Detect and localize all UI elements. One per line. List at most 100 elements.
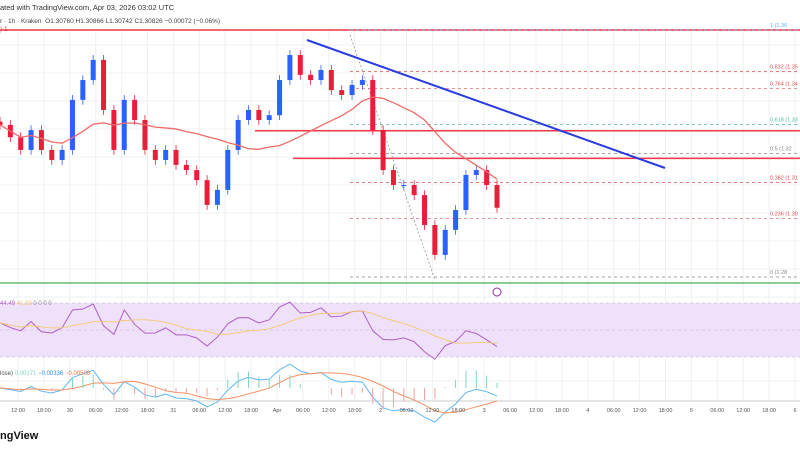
candle-body — [38, 130, 44, 150]
candle-body — [183, 164, 189, 171]
candle-body — [132, 99, 138, 121]
candle-body — [463, 174, 469, 211]
rsi-extra: 0 0 0 0 — [33, 301, 52, 307]
macd-hist-value: 0.00171 — [14, 371, 37, 377]
symbol-legend: r · 1h · Kraken O1.30760 H1.30866 L1.307… — [0, 18, 220, 25]
time-tick-label: 12:00 — [425, 408, 440, 414]
candle-body — [308, 74, 314, 81]
candle-body — [28, 130, 34, 150]
macd-signal-value: −0.00506 — [64, 371, 91, 377]
rsi-ma-line — [0, 310, 498, 344]
candle-body — [297, 55, 303, 75]
tradingview-logo: ngView — [0, 430, 39, 442]
time-tick-label: 12:00 — [529, 408, 543, 414]
candle-body — [0, 121, 3, 125]
time-tick-label: 18:00 — [658, 408, 673, 414]
time-tick-label: 18:00 — [37, 408, 51, 414]
candle-body — [370, 80, 376, 131]
candle-body — [59, 149, 65, 160]
time-tick-label: 18:00 — [451, 408, 466, 414]
time-tick-label: 2 — [379, 408, 383, 414]
candle-body — [442, 229, 448, 255]
fib-trend-line — [349, 34, 436, 281]
macd-legend: lose) 0.00171 −0.00336 −0.00506 — [0, 371, 90, 377]
candle-body — [401, 185, 407, 187]
price-chart[interactable]: 1 (1.36 0.832 (1.35 0.764 (1.34 0.618 (1.33… — [0, 0, 800, 430]
time-tick-label: 12:00 — [114, 408, 129, 414]
fib-level-label: 0.5 (1.32 — [770, 147, 792, 153]
rsi-value: 44.49 — [0, 301, 16, 307]
candle-body — [494, 185, 500, 208]
fib-level-label: 0.764 (1.34 — [770, 81, 798, 87]
candle-body — [277, 80, 283, 116]
fib-level-label: 0.382 (1.31 — [770, 176, 798, 182]
candle-body — [235, 120, 241, 150]
candle-body — [453, 210, 459, 230]
candle-body — [359, 80, 365, 85]
candle-body — [121, 99, 127, 150]
candle-body — [90, 59, 96, 81]
rsi-ma-value: 41.38 — [16, 301, 32, 307]
time-tick-label: 12:00 — [736, 408, 751, 414]
time-tick-label: 06:00 — [399, 408, 414, 414]
time-tick-label: 30 — [66, 408, 73, 414]
time-tick-label: 12:00 — [11, 408, 25, 414]
ohlc-values: O1.30760 H1.30866 L1.30742 C1.30826 −0.0… — [45, 18, 221, 25]
candle-body — [484, 170, 490, 186]
time-tick-label: 3 — [482, 408, 486, 414]
candle-body — [411, 185, 417, 196]
time-tick-label: 12:00 — [632, 408, 647, 414]
candle-body — [339, 90, 345, 95]
candle-body — [111, 109, 117, 150]
candle-body — [142, 120, 148, 150]
time-tick-label: 06:00 — [710, 408, 725, 414]
time-tick-label: 06:00 — [192, 408, 207, 414]
candle-body — [173, 149, 179, 165]
time-tick-label: 18:00 — [347, 408, 362, 414]
descending-trend-line — [306, 39, 666, 169]
time-tick-label: 5 — [689, 408, 693, 414]
time-tick-label: 12:00 — [218, 408, 233, 414]
candle-body — [204, 180, 210, 205]
candle-body — [152, 149, 158, 160]
candle-body — [473, 170, 479, 175]
time-tick-label: 06:00 — [606, 408, 621, 414]
fib-level-label: 0.236 (1.30 — [770, 212, 798, 218]
time-tick-label: 18:00 — [140, 408, 155, 414]
candle-body — [390, 170, 396, 186]
candle-body — [49, 149, 55, 160]
fib-level-label: 0 (1.28 — [770, 270, 787, 276]
time-tick-label: 18:00 — [555, 408, 569, 414]
candle-body — [380, 130, 386, 171]
rsi-line — [0, 301, 498, 360]
macd-value: −0.00336 — [38, 371, 64, 377]
replay-marker-icon — [492, 287, 502, 297]
candle-body — [349, 84, 355, 95]
candle-body — [318, 69, 324, 81]
candle-body — [18, 137, 24, 150]
time-tick-label: 18:00 — [244, 408, 258, 414]
candle-body — [287, 55, 293, 81]
time-tick-label: 06:00 — [503, 408, 517, 414]
candle-body — [422, 195, 428, 225]
moving-average-line — [0, 96, 498, 180]
fib-level-label: 0.832 (1.35 — [770, 64, 798, 70]
time-tick-label: 18:00 — [762, 408, 776, 414]
candle-body — [256, 109, 262, 121]
fib-level-label: 1 (1.36 — [770, 23, 787, 29]
candle-body — [214, 189, 220, 205]
macd-label: lose) — [0, 371, 14, 377]
watermark-text: ated with TradingView.com, Apr 03, 2026 … — [0, 3, 175, 12]
candle-body — [163, 149, 169, 160]
candle-body — [266, 115, 272, 121]
time-tick-label: 06:00 — [296, 408, 310, 414]
candle-body — [69, 99, 75, 150]
time-tick-label: 6 — [793, 408, 797, 414]
candle-body — [80, 80, 86, 100]
rsi-legend: 44.49 41.38 0 0 0 0 — [0, 301, 52, 307]
candle-body — [101, 59, 107, 110]
time-tick-label: 4 — [586, 408, 590, 414]
candle-body — [246, 109, 251, 121]
candle-body — [194, 170, 200, 181]
time-tick-label: 06:00 — [88, 408, 103, 414]
